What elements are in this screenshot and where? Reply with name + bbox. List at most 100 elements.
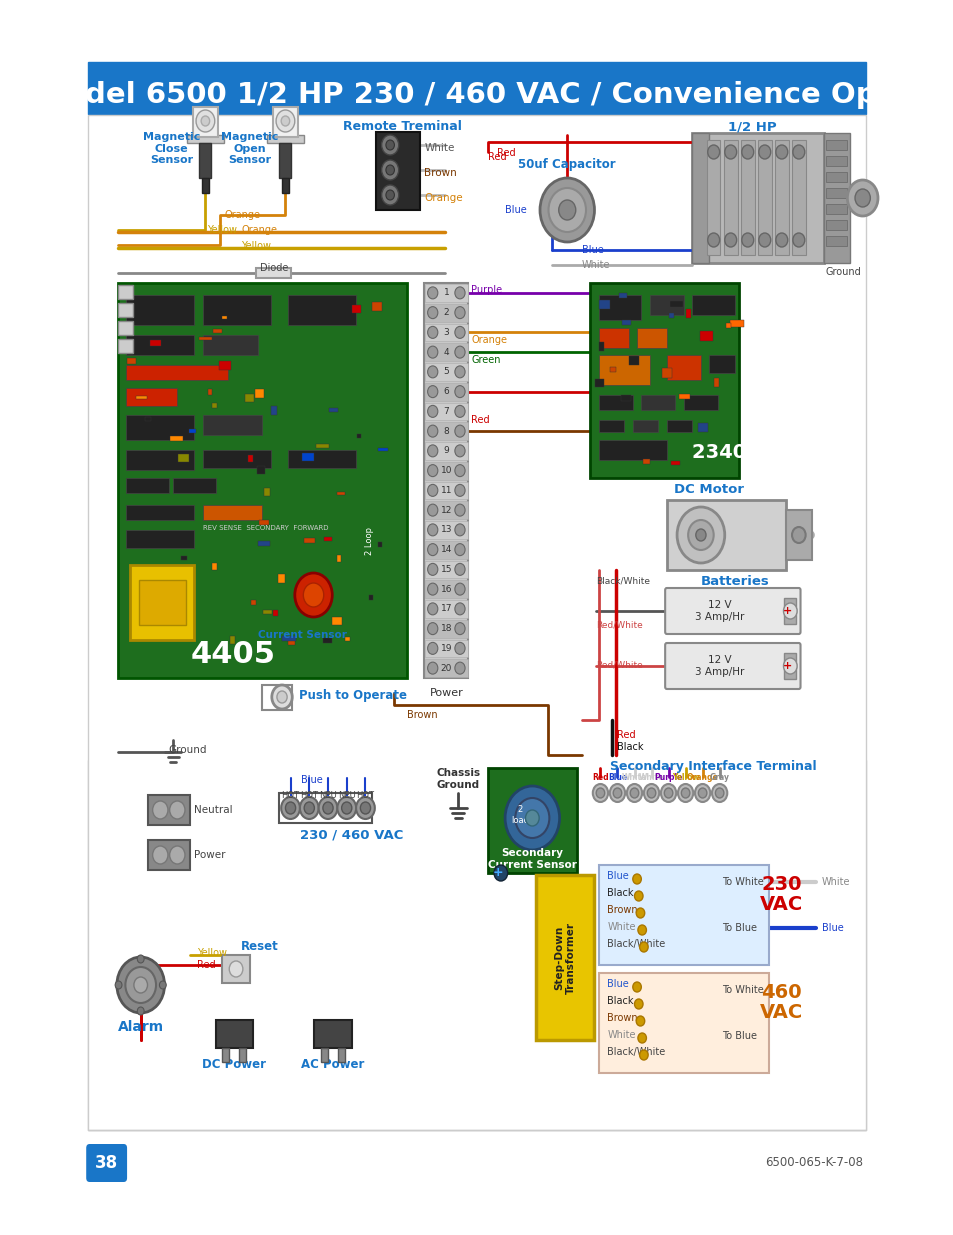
Bar	[139, 580, 186, 625]
Circle shape	[636, 1016, 644, 1026]
Bar	[425, 304, 467, 321]
Bar	[202, 178, 209, 193]
Bar	[88, 115, 865, 1130]
Bar	[203, 415, 262, 435]
Bar	[425, 482, 467, 499]
Text: 3: 3	[443, 327, 449, 337]
Text: 12 V
3 Amp/Hr: 12 V 3 Amp/Hr	[695, 600, 744, 621]
Text: Secondary Interface Terminal: Secondary Interface Terminal	[610, 760, 816, 773]
Bar	[678, 394, 689, 399]
Bar	[378, 542, 382, 547]
Circle shape	[632, 982, 640, 992]
Text: Red: Red	[592, 773, 608, 782]
Circle shape	[677, 508, 724, 563]
Text: Blue: Blue	[821, 923, 842, 932]
Bar	[372, 303, 381, 311]
Circle shape	[427, 405, 437, 417]
Bar	[598, 440, 666, 459]
Circle shape	[322, 802, 333, 814]
Circle shape	[427, 425, 437, 437]
Circle shape	[596, 788, 604, 798]
Text: 10: 10	[440, 466, 452, 475]
Bar	[425, 640, 467, 657]
Bar	[117, 338, 132, 353]
Bar	[666, 420, 692, 432]
Bar	[88, 760, 865, 1130]
Text: 16: 16	[440, 584, 452, 594]
Bar	[203, 335, 258, 354]
Text: DC Power: DC Power	[202, 1058, 266, 1071]
Bar	[598, 329, 628, 348]
Bar	[251, 600, 255, 605]
Text: Power: Power	[194, 850, 226, 860]
Bar	[740, 140, 754, 254]
Circle shape	[707, 144, 719, 159]
Circle shape	[609, 784, 624, 802]
Bar	[697, 424, 707, 432]
Bar	[212, 563, 216, 571]
Bar	[213, 329, 222, 333]
Bar	[221, 316, 227, 320]
Circle shape	[613, 788, 621, 798]
Text: Red: Red	[488, 152, 506, 162]
Bar	[632, 420, 658, 432]
Text: Orange: Orange	[686, 773, 718, 782]
Bar	[620, 395, 631, 401]
Text: White: White	[424, 143, 455, 153]
Circle shape	[634, 999, 642, 1009]
Bar	[488, 768, 577, 873]
Bar	[825, 156, 846, 165]
Text: 17: 17	[440, 604, 452, 614]
Bar	[278, 793, 372, 823]
Bar	[628, 356, 639, 364]
Bar	[375, 132, 419, 210]
Text: Orange: Orange	[471, 335, 506, 345]
Bar	[88, 62, 865, 114]
Circle shape	[455, 563, 465, 576]
Text: VAC: VAC	[760, 895, 802, 914]
Circle shape	[318, 797, 337, 819]
Circle shape	[694, 784, 710, 802]
Text: 8: 8	[443, 426, 449, 436]
Circle shape	[195, 110, 214, 132]
Bar	[314, 1020, 352, 1049]
Text: Brown: Brown	[607, 905, 638, 915]
Circle shape	[455, 642, 465, 655]
Text: 11: 11	[440, 485, 452, 495]
Bar	[598, 973, 768, 1073]
Text: Brown: Brown	[607, 1013, 638, 1023]
Circle shape	[698, 788, 706, 798]
Circle shape	[548, 188, 585, 232]
Circle shape	[137, 1007, 144, 1015]
Text: 19: 19	[440, 643, 452, 653]
Circle shape	[115, 981, 122, 989]
Bar	[666, 354, 700, 380]
Bar	[425, 343, 467, 361]
Bar	[352, 305, 361, 314]
Bar	[425, 462, 467, 479]
Bar	[425, 541, 467, 558]
Bar	[668, 312, 674, 317]
Bar	[126, 478, 169, 493]
Text: 18: 18	[440, 624, 452, 634]
Bar	[324, 537, 332, 541]
Bar	[425, 363, 467, 380]
Text: 1: 1	[443, 289, 449, 298]
Bar	[598, 342, 603, 351]
Bar	[148, 840, 190, 869]
Text: To White: To White	[721, 877, 763, 887]
Bar	[598, 864, 768, 965]
Circle shape	[152, 802, 168, 819]
Bar	[288, 640, 294, 645]
Bar	[131, 564, 194, 640]
Bar	[692, 133, 709, 263]
Text: 9: 9	[443, 446, 449, 456]
Bar	[825, 172, 846, 182]
Text: Yellow: Yellow	[241, 241, 271, 251]
Circle shape	[724, 144, 736, 159]
Bar	[642, 459, 649, 464]
Bar	[126, 366, 228, 380]
Circle shape	[427, 306, 437, 319]
Circle shape	[137, 955, 144, 963]
Circle shape	[455, 583, 465, 595]
